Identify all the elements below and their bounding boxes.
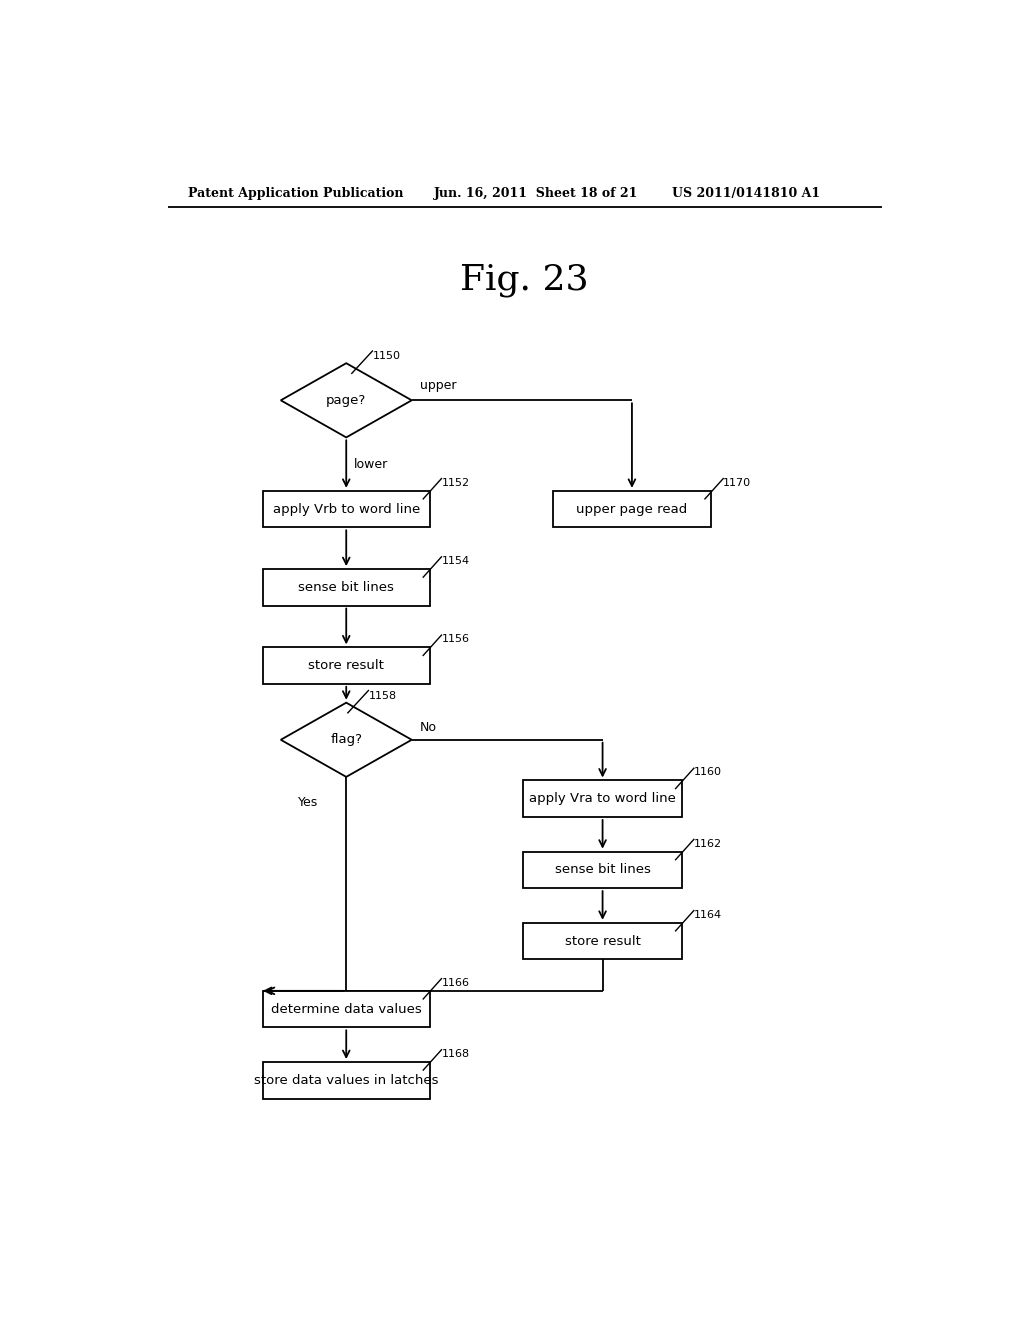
FancyBboxPatch shape <box>263 991 430 1027</box>
Text: 1166: 1166 <box>441 978 469 987</box>
Text: Yes: Yes <box>298 796 318 809</box>
Text: store result: store result <box>308 659 384 672</box>
Text: 1158: 1158 <box>369 690 396 701</box>
Text: No: No <box>420 721 436 734</box>
Text: 1162: 1162 <box>694 838 722 849</box>
Text: upper page read: upper page read <box>577 503 687 516</box>
Text: 1170: 1170 <box>723 478 752 487</box>
Text: 1164: 1164 <box>694 909 722 920</box>
Text: Jun. 16, 2011  Sheet 18 of 21: Jun. 16, 2011 Sheet 18 of 21 <box>433 187 638 201</box>
Text: upper: upper <box>420 379 456 392</box>
Text: lower: lower <box>354 458 388 471</box>
Text: 1150: 1150 <box>373 351 400 362</box>
Polygon shape <box>281 702 412 777</box>
Text: Patent Application Publication: Patent Application Publication <box>187 187 403 201</box>
Text: sense bit lines: sense bit lines <box>298 581 394 594</box>
Text: page?: page? <box>326 393 367 407</box>
Polygon shape <box>281 363 412 437</box>
Text: determine data values: determine data values <box>271 1003 422 1015</box>
Text: store data values in latches: store data values in latches <box>254 1073 438 1086</box>
Text: 1152: 1152 <box>441 478 470 487</box>
Text: flag?: flag? <box>330 734 362 746</box>
FancyBboxPatch shape <box>263 569 430 606</box>
Text: 1156: 1156 <box>441 634 469 644</box>
Text: apply Vrb to word line: apply Vrb to word line <box>272 503 420 516</box>
FancyBboxPatch shape <box>523 923 682 960</box>
FancyBboxPatch shape <box>553 491 712 528</box>
Text: Fig. 23: Fig. 23 <box>461 264 589 297</box>
Text: store result: store result <box>564 935 640 948</box>
Text: 1168: 1168 <box>441 1049 470 1059</box>
FancyBboxPatch shape <box>523 780 682 817</box>
Text: sense bit lines: sense bit lines <box>555 863 650 876</box>
Text: US 2011/0141810 A1: US 2011/0141810 A1 <box>672 187 820 201</box>
Text: apply Vra to word line: apply Vra to word line <box>529 792 676 805</box>
FancyBboxPatch shape <box>263 1063 430 1098</box>
FancyBboxPatch shape <box>263 491 430 528</box>
FancyBboxPatch shape <box>263 647 430 684</box>
FancyBboxPatch shape <box>523 851 682 888</box>
Text: 1154: 1154 <box>441 556 470 566</box>
Text: 1160: 1160 <box>694 767 722 777</box>
